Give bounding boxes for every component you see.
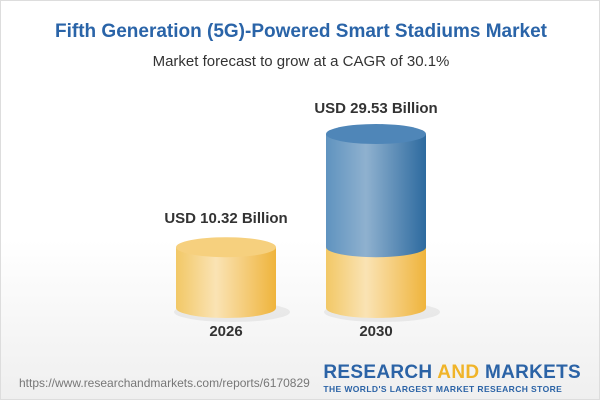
research-and-markets-logo: RESEARCH AND MARKETS THE WORLD'S LARGEST…: [323, 362, 581, 394]
cylinder-bar-base: [176, 247, 276, 318]
data-label: USD 10.32 Billion: [164, 210, 287, 227]
chart-title: Fifth Generation (5G)-Powered Smart Stad…: [55, 21, 547, 42]
x-tick-label: 2026: [209, 323, 242, 340]
source-url[interactable]: https://www.researchandmarkets.com/repor…: [19, 376, 310, 390]
chart-subtitle: Market forecast to grow at a CAGR of 30.…: [152, 53, 450, 70]
data-label: USD 29.53 Billion: [314, 100, 437, 117]
cylinder-top: [176, 237, 276, 258]
x-tick-label: 2030: [359, 323, 392, 340]
cylinder-top: [326, 124, 426, 144]
cylinder-bar-growth: [326, 134, 426, 258]
cylinder-bar-base: [326, 247, 426, 318]
